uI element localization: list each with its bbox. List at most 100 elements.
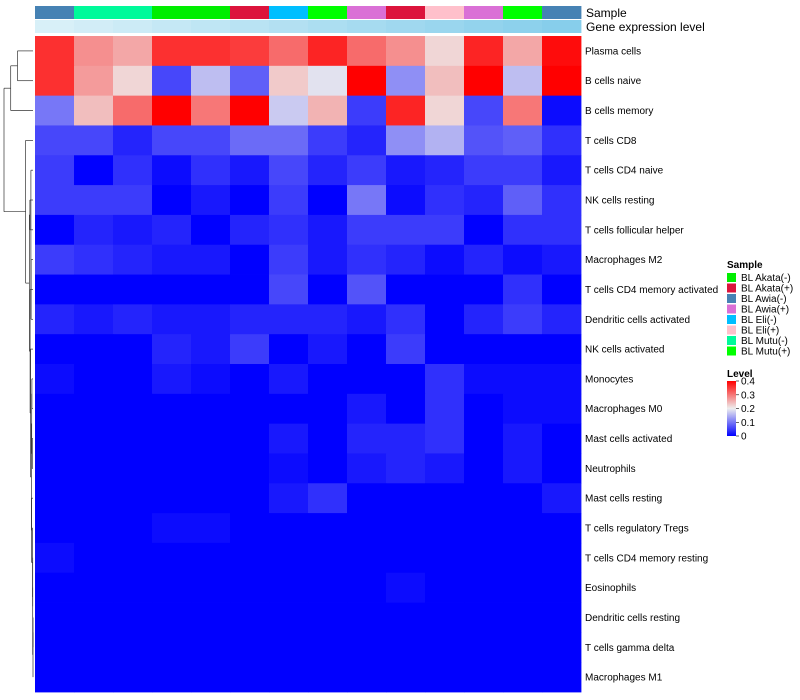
heatmap-cell <box>308 513 348 544</box>
row-label: Mast cells resting <box>585 494 662 505</box>
heatmap-cell <box>542 334 582 365</box>
heatmap-cell <box>542 513 582 544</box>
row-label: T cells CD4 naive <box>585 166 664 177</box>
row-label: T cells CD4 memory resting <box>585 553 708 564</box>
sample-annotation-cell <box>269 6 309 19</box>
heatmap-cell <box>191 483 231 514</box>
heatmap-cell <box>464 125 504 156</box>
heatmap-cell <box>503 483 543 514</box>
heatmap-cell <box>308 65 348 97</box>
heatmap-cell <box>113 244 153 275</box>
legend-swatch <box>727 336 736 345</box>
heatmap-cell <box>74 542 114 574</box>
heatmap-cell <box>230 334 270 365</box>
heatmap-cell <box>308 602 348 633</box>
heatmap-cell <box>191 185 231 216</box>
heatmap-cell <box>425 334 465 365</box>
heatmap-cell <box>542 572 582 603</box>
heatmap-cell <box>542 95 582 126</box>
heatmap-cell <box>542 483 582 514</box>
heatmap-cell <box>113 602 153 633</box>
sample-legend-title: Sample <box>727 260 763 271</box>
heatmap-cell <box>308 393 348 425</box>
heatmap-cell <box>230 542 270 574</box>
heatmap-cell <box>425 364 465 395</box>
heatmap-cell <box>269 65 309 97</box>
heatmap-cell <box>269 513 309 544</box>
heatmap-cell <box>503 155 543 186</box>
legend-swatch <box>727 273 736 282</box>
row-label: Macrophages M1 <box>585 673 663 684</box>
heatmap-cell <box>74 483 114 514</box>
heatmap-cell <box>347 244 387 275</box>
heatmap-cell <box>347 632 387 663</box>
heatmap-cell <box>230 423 270 454</box>
legend-label: BL Awia(-) <box>741 294 787 305</box>
heatmap-cell <box>542 155 582 186</box>
heatmap-cell <box>230 364 270 395</box>
heatmap-cell <box>503 244 543 275</box>
heatmap-cell <box>152 542 192 574</box>
heatmap-cell <box>74 572 114 603</box>
heatmap-cell <box>113 36 153 67</box>
heatmap-cell <box>230 662 270 693</box>
heatmap-cell <box>542 304 582 335</box>
heatmap-cell <box>347 602 387 633</box>
heatmap-cell <box>503 274 543 305</box>
heatmap-cell <box>386 155 426 186</box>
heatmap-cell <box>152 334 192 365</box>
heatmap-cell <box>386 632 426 663</box>
heatmap-cell <box>74 65 114 97</box>
heatmap-cell <box>191 572 231 603</box>
heatmap-cell <box>152 36 192 67</box>
sample-annotation-cell <box>152 6 192 19</box>
heatmap-cell <box>230 95 270 126</box>
heatmap-cell <box>308 185 348 216</box>
heatmap-cell <box>308 244 348 275</box>
heatmap-cell <box>113 185 153 216</box>
heatmap-cell <box>503 513 543 544</box>
heatmap-cell <box>386 95 426 126</box>
heatmap-cell <box>269 632 309 663</box>
row-label: Macrophages M0 <box>585 404 663 415</box>
heatmap-cell <box>191 364 231 395</box>
heatmap-cell <box>386 542 426 574</box>
heatmap-cell <box>308 304 348 335</box>
heatmap-cell <box>464 602 504 633</box>
heatmap-cell <box>425 274 465 305</box>
heatmap-cell <box>503 662 543 693</box>
sample-legend: Sample BL Akata(-)BL Akata(+)BL Awia(-)B… <box>727 260 793 358</box>
gene-expression-annotation-label: Gene expression level <box>586 20 705 34</box>
sample-annotation-cell <box>464 6 504 19</box>
heatmap-cell <box>152 632 192 663</box>
heatmap-cell <box>35 393 75 425</box>
heatmap-cell <box>503 572 543 603</box>
heatmap-cell <box>152 65 192 97</box>
legend-label: BL Eli(+) <box>741 326 779 337</box>
heatmap-cell <box>347 95 387 126</box>
heatmap-cell <box>230 214 270 246</box>
heatmap-cell <box>386 334 426 365</box>
heatmap-cell <box>74 662 114 693</box>
heatmap-cell <box>74 214 114 246</box>
row-label: Plasma cells <box>585 46 641 57</box>
heatmap-cell <box>230 244 270 275</box>
heatmap-cell <box>425 542 465 574</box>
heatmap-cell <box>425 453 465 484</box>
heatmap-cell <box>308 453 348 484</box>
heatmap-cell <box>386 662 426 693</box>
heatmap-cell <box>347 364 387 395</box>
sample-annotation-cell <box>308 6 348 19</box>
heatmap-cell <box>308 36 348 67</box>
row-labels: Plasma cells B cells naive B cells memory T… <box>585 46 718 683</box>
heatmap-cell <box>35 244 75 275</box>
heatmap-cell <box>386 125 426 156</box>
row-label: Neutrophils <box>585 464 636 475</box>
heatmap-cell <box>152 155 192 186</box>
heatmap-cell <box>152 125 192 156</box>
colorbar-tick-label: 0.1 <box>741 418 755 429</box>
row-label: B cells naive <box>585 76 642 87</box>
row-label: NK cells activated <box>585 345 664 356</box>
heatmap-cell <box>191 602 231 633</box>
heatmap-cell <box>230 36 270 67</box>
